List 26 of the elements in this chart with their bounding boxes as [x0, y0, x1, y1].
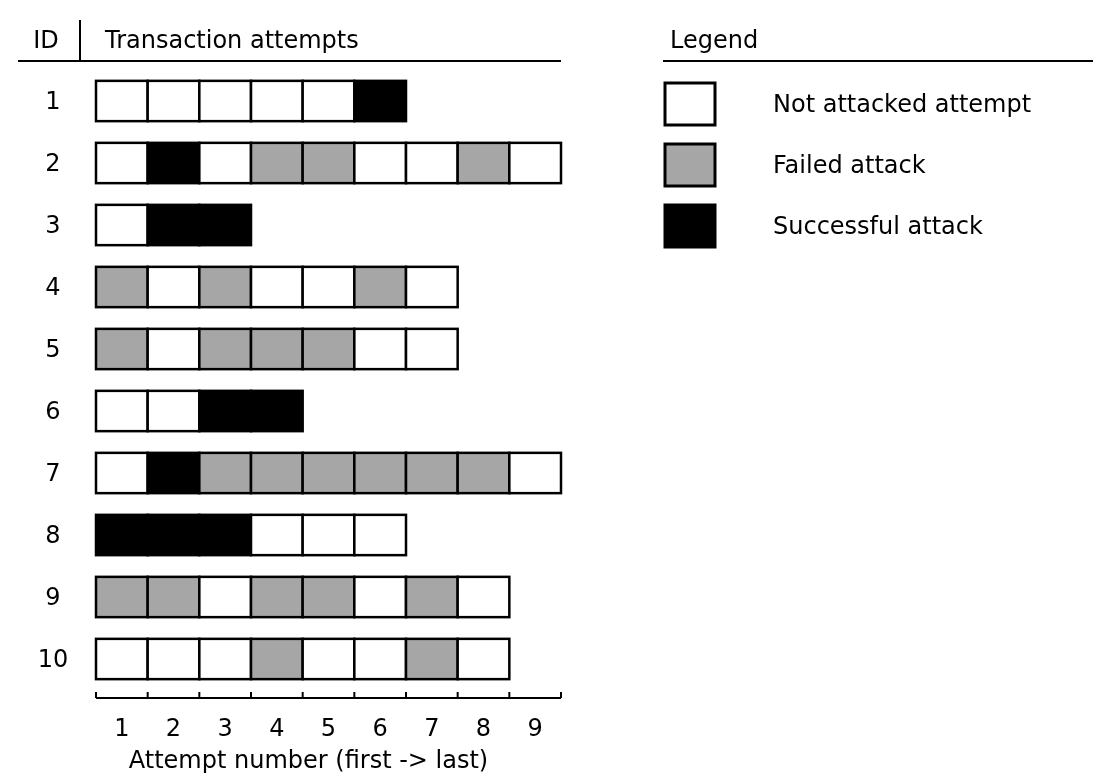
x-tick-label: 2 [165, 714, 182, 742]
chart-title: Transaction attempts [104, 26, 359, 54]
y-tick-label: 7 [45, 459, 61, 487]
y-tick-label: 3 [45, 211, 61, 239]
y-tick-label: 2 [45, 149, 61, 177]
y-axis-title: ID [33, 26, 59, 54]
y-tick-label: 10 [37, 645, 69, 673]
x-tick-label: 7 [424, 714, 440, 742]
y-tick-label: 5 [45, 335, 61, 363]
x-axis-title: Attempt number (first -> last) [128, 746, 489, 774]
text: Not attacked attempt [773, 90, 1032, 118]
y-tick-label: 6 [45, 397, 61, 425]
x-tick-label: 3 [217, 714, 233, 742]
y-tick-label: 9 [45, 583, 61, 611]
text: Failed attack [773, 151, 926, 179]
y-tick-label: 1 [45, 87, 61, 115]
y-tick-label: 4 [45, 273, 61, 301]
x-tick-label: 1 [114, 714, 130, 742]
x-tick-label: 9 [527, 714, 543, 742]
text: Successful attack [773, 212, 983, 240]
x-tick-label: 5 [320, 714, 337, 742]
x-tick-label: 4 [269, 714, 285, 742]
x-tick-label: 8 [475, 714, 492, 742]
y-tick-label: 8 [45, 521, 61, 549]
legend-title: Legend [670, 26, 759, 54]
x-tick-label: 6 [372, 714, 388, 742]
